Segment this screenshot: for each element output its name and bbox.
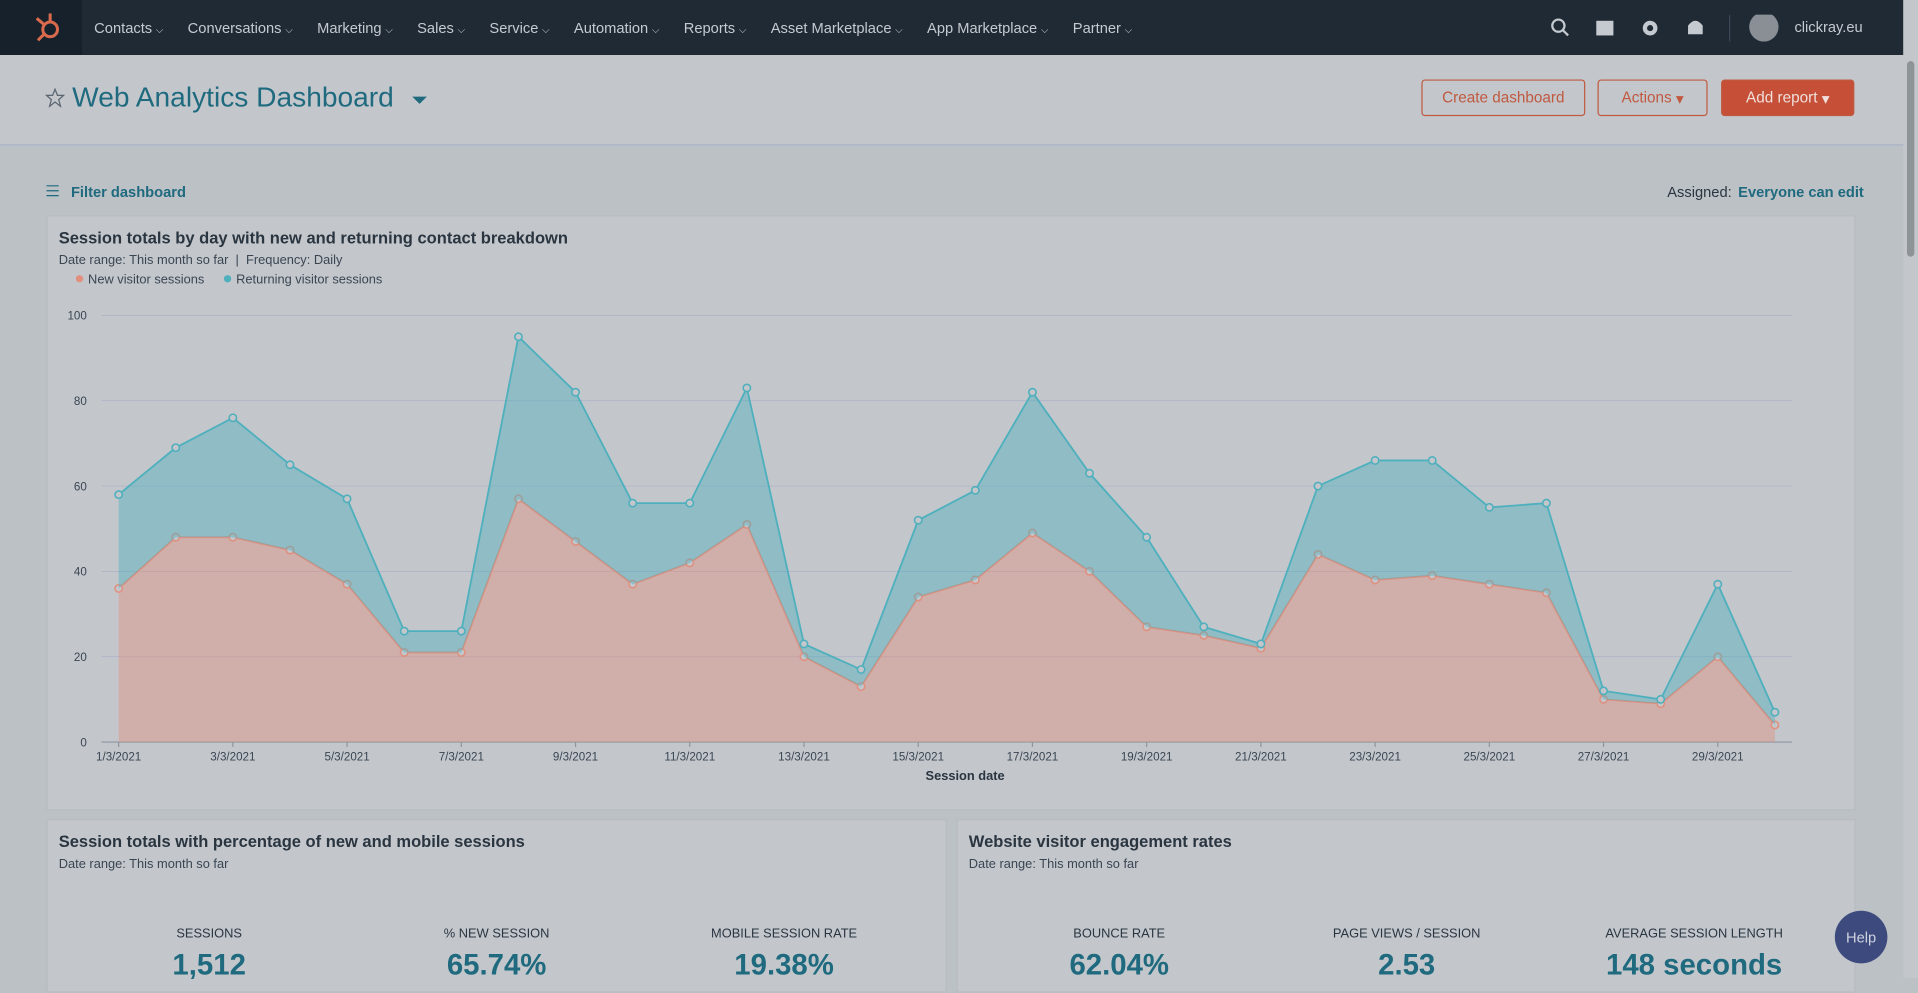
data-point bbox=[1771, 709, 1778, 716]
kpi: % NEW SESSION65.74% bbox=[374, 927, 619, 983]
x-tick-label: 1/3/2021 bbox=[96, 750, 141, 763]
data-point bbox=[972, 487, 979, 494]
data-point bbox=[115, 491, 122, 498]
kpi-label: PAGE VIEWS / SESSION bbox=[1284, 927, 1529, 942]
x-tick-label: 25/3/2021 bbox=[1463, 750, 1515, 763]
data-point bbox=[1486, 504, 1493, 511]
card-title: Session totals with percentage of new an… bbox=[59, 833, 525, 851]
x-tick-label: 3/3/2021 bbox=[210, 750, 255, 763]
y-tick-label: 40 bbox=[74, 566, 87, 579]
data-point bbox=[286, 461, 293, 468]
data-point bbox=[515, 333, 522, 340]
data-point bbox=[343, 495, 350, 502]
data-point bbox=[1543, 499, 1550, 506]
data-point bbox=[1314, 482, 1321, 489]
kpi-label: SESSIONS bbox=[87, 927, 332, 942]
kpi: MOBILE SESSION RATE19.38% bbox=[662, 927, 907, 983]
kpi-label: % NEW SESSION bbox=[374, 927, 619, 942]
data-point bbox=[629, 499, 636, 506]
data-point bbox=[401, 627, 408, 634]
kpi-label: AVERAGE SESSION LENGTH bbox=[1572, 927, 1817, 942]
data-point bbox=[1029, 389, 1036, 396]
meta-value: This month so far bbox=[1039, 857, 1138, 872]
x-tick-label: 9/3/2021 bbox=[553, 750, 598, 763]
data-point bbox=[1257, 640, 1264, 647]
kpi: PAGE VIEWS / SESSION2.53 bbox=[1284, 927, 1529, 983]
data-point bbox=[1714, 581, 1721, 588]
help-button[interactable]: Help bbox=[1835, 911, 1888, 964]
x-axis-label: Session date bbox=[926, 768, 1005, 783]
card-meta: Date range: This month so far bbox=[59, 857, 229, 872]
card-meta: Date range: This month so far bbox=[969, 857, 1139, 872]
x-tick-label: 29/3/2021 bbox=[1692, 750, 1744, 763]
chart: New visitor sessions Returning visitor se… bbox=[0, 0, 1903, 819]
legend-label: New visitor sessions bbox=[88, 272, 204, 287]
legend-swatch bbox=[76, 275, 83, 282]
kpi-card: Website visitor engagement rates Date ran… bbox=[957, 819, 1856, 993]
kpi-label: BOUNCE RATE bbox=[997, 927, 1242, 942]
y-tick-label: 80 bbox=[74, 395, 87, 408]
meta-label: Date range: bbox=[59, 857, 126, 872]
x-tick-label: 17/3/2021 bbox=[1007, 750, 1059, 763]
data-point bbox=[1200, 623, 1207, 630]
x-tick-label: 13/3/2021 bbox=[778, 750, 830, 763]
data-point bbox=[1143, 534, 1150, 541]
kpi: AVERAGE SESSION LENGTH148 seconds bbox=[1572, 927, 1817, 983]
legend-label: Returning visitor sessions bbox=[236, 272, 382, 287]
x-tick-label: 15/3/2021 bbox=[892, 750, 944, 763]
data-point bbox=[1086, 470, 1093, 477]
legend-swatch bbox=[224, 275, 231, 282]
data-point bbox=[857, 666, 864, 673]
meta-value: This month so far bbox=[129, 857, 228, 872]
y-tick-label: 20 bbox=[74, 651, 87, 664]
x-tick-label: 19/3/2021 bbox=[1121, 750, 1173, 763]
data-point bbox=[915, 517, 922, 524]
data-point bbox=[686, 499, 693, 506]
card-title: Website visitor engagement rates bbox=[969, 833, 1232, 851]
scrollbar-thumb[interactable] bbox=[1907, 61, 1914, 257]
x-tick-label: 5/3/2021 bbox=[324, 750, 369, 763]
kpi-label: MOBILE SESSION RATE bbox=[662, 927, 907, 942]
data-point bbox=[800, 640, 807, 647]
x-tick-label: 23/3/2021 bbox=[1349, 750, 1401, 763]
data-point bbox=[572, 389, 579, 396]
y-tick-label: 0 bbox=[80, 736, 86, 749]
x-tick-label: 11/3/2021 bbox=[664, 750, 715, 763]
data-point bbox=[458, 627, 465, 634]
data-point bbox=[229, 414, 236, 421]
x-tick-label: 21/3/2021 bbox=[1235, 750, 1287, 763]
data-point bbox=[1371, 457, 1378, 464]
data-point bbox=[1657, 696, 1664, 703]
x-tick-label: 7/3/2021 bbox=[439, 750, 484, 763]
kpi: SESSIONS1,512 bbox=[87, 927, 332, 983]
data-point bbox=[1600, 687, 1607, 694]
data-point bbox=[172, 444, 179, 451]
data-point bbox=[1429, 457, 1436, 464]
kpi: BOUNCE RATE62.04% bbox=[997, 927, 1242, 983]
data-point bbox=[743, 384, 750, 391]
meta-label: Date range: bbox=[969, 857, 1036, 872]
x-tick-label: 27/3/2021 bbox=[1578, 750, 1630, 763]
kpi-card: Session totals with percentage of new an… bbox=[46, 819, 946, 993]
y-tick-label: 100 bbox=[67, 310, 86, 323]
y-tick-label: 60 bbox=[74, 480, 87, 493]
